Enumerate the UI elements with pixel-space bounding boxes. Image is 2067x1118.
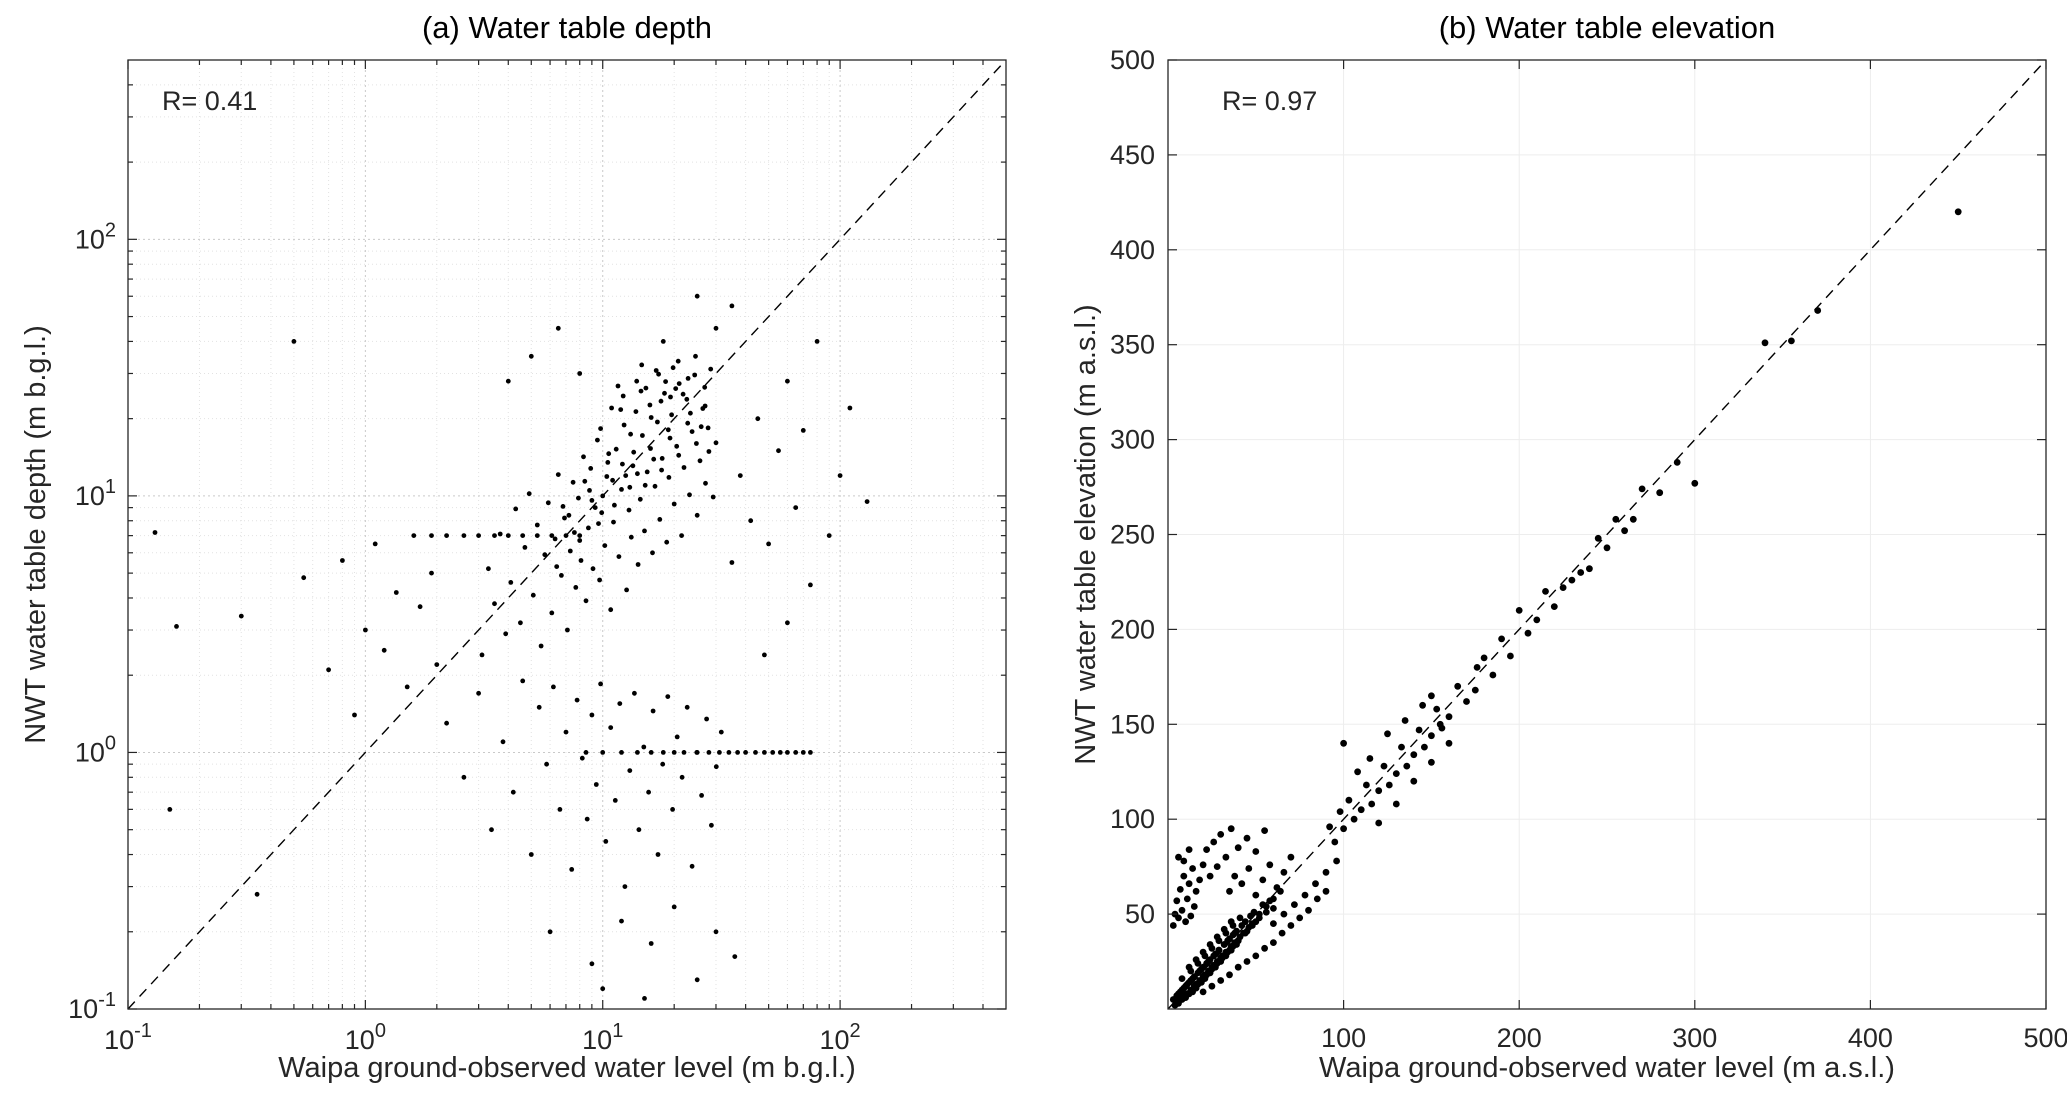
- x-axis-label-b: Waipa ground-observed water level (m a.s…: [1319, 1052, 1895, 1084]
- svg-text:400: 400: [1848, 1023, 1893, 1053]
- svg-text:200: 200: [1110, 614, 1155, 644]
- svg-text:300: 300: [1110, 425, 1155, 455]
- svg-text:500: 500: [1110, 45, 1155, 75]
- svg-text:100: 100: [1321, 1023, 1366, 1053]
- svg-text:400: 400: [1110, 235, 1155, 265]
- svg-text:50: 50: [1125, 899, 1155, 929]
- scatter-plot-a: 10-110-1 100 100 101 101 102 102: [68, 59, 1007, 1055]
- svg-text:101: 101: [75, 476, 116, 511]
- svg-text:250: 250: [1110, 520, 1155, 550]
- x-axis-label-a: Waipa ground-observed water level (m b.g…: [278, 1052, 856, 1084]
- svg-text:350: 350: [1110, 330, 1155, 360]
- svg-text:10-1: 10-1: [68, 989, 116, 1024]
- panel-water-table-depth: 10-1 10-1 100 100 101 101 102 102 (a) Water tab…: [0, 0, 1033, 1118]
- svg-text:100: 100: [75, 732, 116, 767]
- svg-text:300: 300: [1672, 1023, 1717, 1053]
- scatter-plot-b: 100 200 300 400 500 50 100 150 200 250 300 350 400 45…: [1110, 45, 2067, 1053]
- chart-title-b: (b) Water table elevation: [1438, 10, 1776, 45]
- svg-text:100: 100: [345, 1020, 386, 1055]
- svg-text:100: 100: [1110, 804, 1155, 834]
- svg-text:150: 150: [1110, 709, 1155, 739]
- svg-text:500: 500: [2023, 1023, 2067, 1053]
- svg-text:102: 102: [820, 1020, 861, 1055]
- y-axis-label-b: NWT water table elevation (m a.s.l.): [1070, 304, 1102, 765]
- panel-water-table-elevation: 100 200 300 400 500 50 100 150 200 250 300 350 400 45…: [1034, 0, 2067, 1118]
- r-annotation-b: R= 0.97: [1222, 86, 1318, 116]
- r-annotation-a: R= 0.41: [162, 86, 258, 116]
- svg-text:101: 101: [582, 1020, 623, 1055]
- chart-title-a: (a) Water table depth: [421, 10, 713, 45]
- y-axis-label-a: NWT water table depth (m b.g.l.): [20, 325, 52, 744]
- svg-text:200: 200: [1497, 1023, 1542, 1053]
- svg-text:10-1: 10-1: [104, 1020, 152, 1055]
- svg-text:450: 450: [1110, 140, 1155, 170]
- svg-text:102: 102: [75, 219, 116, 254]
